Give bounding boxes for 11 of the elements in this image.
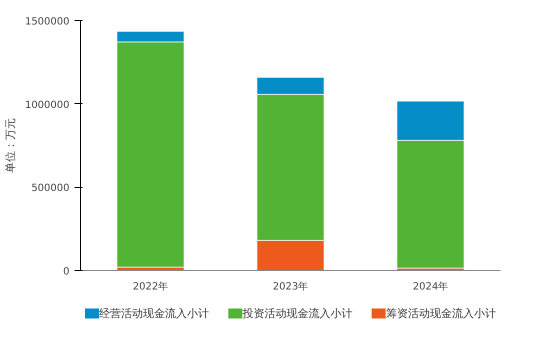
y-tick-label: 1000000 [24,100,70,111]
x-tick-label: 2024年 [412,280,448,292]
y-tick-label: 1500000 [24,16,70,28]
x-tick-label: 2023年 [272,280,308,292]
legend-label: 经营活动现金流入小计 [99,307,210,320]
y-tick-label: 500000 [31,183,70,194]
y-axis-title: 单位：万元 [4,118,17,173]
legend-label: 筹资活动现金流入小计 [386,307,496,320]
x-tick-label: 2022年 [132,280,168,292]
legend-label: 投资活动现金流入小计 [241,307,352,320]
y-tick-label: 0 [63,266,70,278]
